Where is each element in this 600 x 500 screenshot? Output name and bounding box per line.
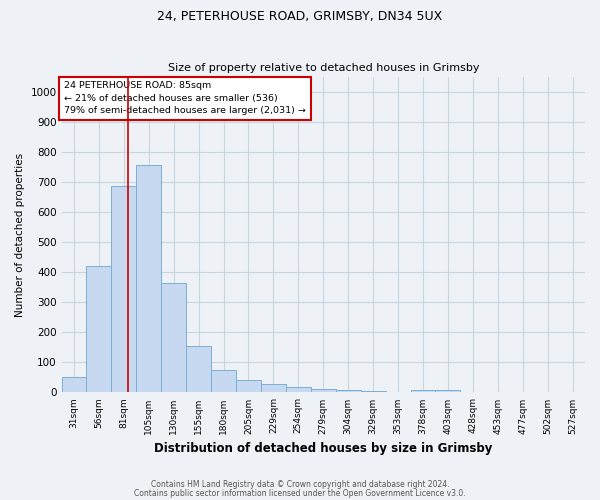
Bar: [436, 390, 460, 392]
Text: 24, PETERHOUSE ROAD, GRIMSBY, DN34 5UX: 24, PETERHOUSE ROAD, GRIMSBY, DN34 5UX: [157, 10, 443, 23]
Text: Contains HM Land Registry data © Crown copyright and database right 2024.: Contains HM Land Registry data © Crown c…: [151, 480, 449, 489]
Bar: [186, 346, 211, 393]
X-axis label: Distribution of detached houses by size in Grimsby: Distribution of detached houses by size …: [154, 442, 493, 455]
Bar: [261, 384, 286, 392]
Bar: [112, 186, 136, 392]
Text: Contains public sector information licensed under the Open Government Licence v3: Contains public sector information licen…: [134, 488, 466, 498]
Bar: [410, 390, 436, 392]
Bar: [236, 380, 261, 392]
Bar: [311, 389, 336, 392]
Title: Size of property relative to detached houses in Grimsby: Size of property relative to detached ho…: [167, 63, 479, 73]
Bar: [161, 282, 186, 393]
Bar: [286, 387, 311, 392]
Bar: [336, 390, 361, 392]
Bar: [86, 266, 112, 392]
Bar: [62, 378, 86, 392]
Y-axis label: Number of detached properties: Number of detached properties: [15, 152, 25, 316]
Bar: [211, 370, 236, 392]
Text: 24 PETERHOUSE ROAD: 85sqm
← 21% of detached houses are smaller (536)
79% of semi: 24 PETERHOUSE ROAD: 85sqm ← 21% of detac…: [64, 82, 306, 116]
Bar: [136, 166, 161, 392]
Bar: [361, 391, 386, 392]
